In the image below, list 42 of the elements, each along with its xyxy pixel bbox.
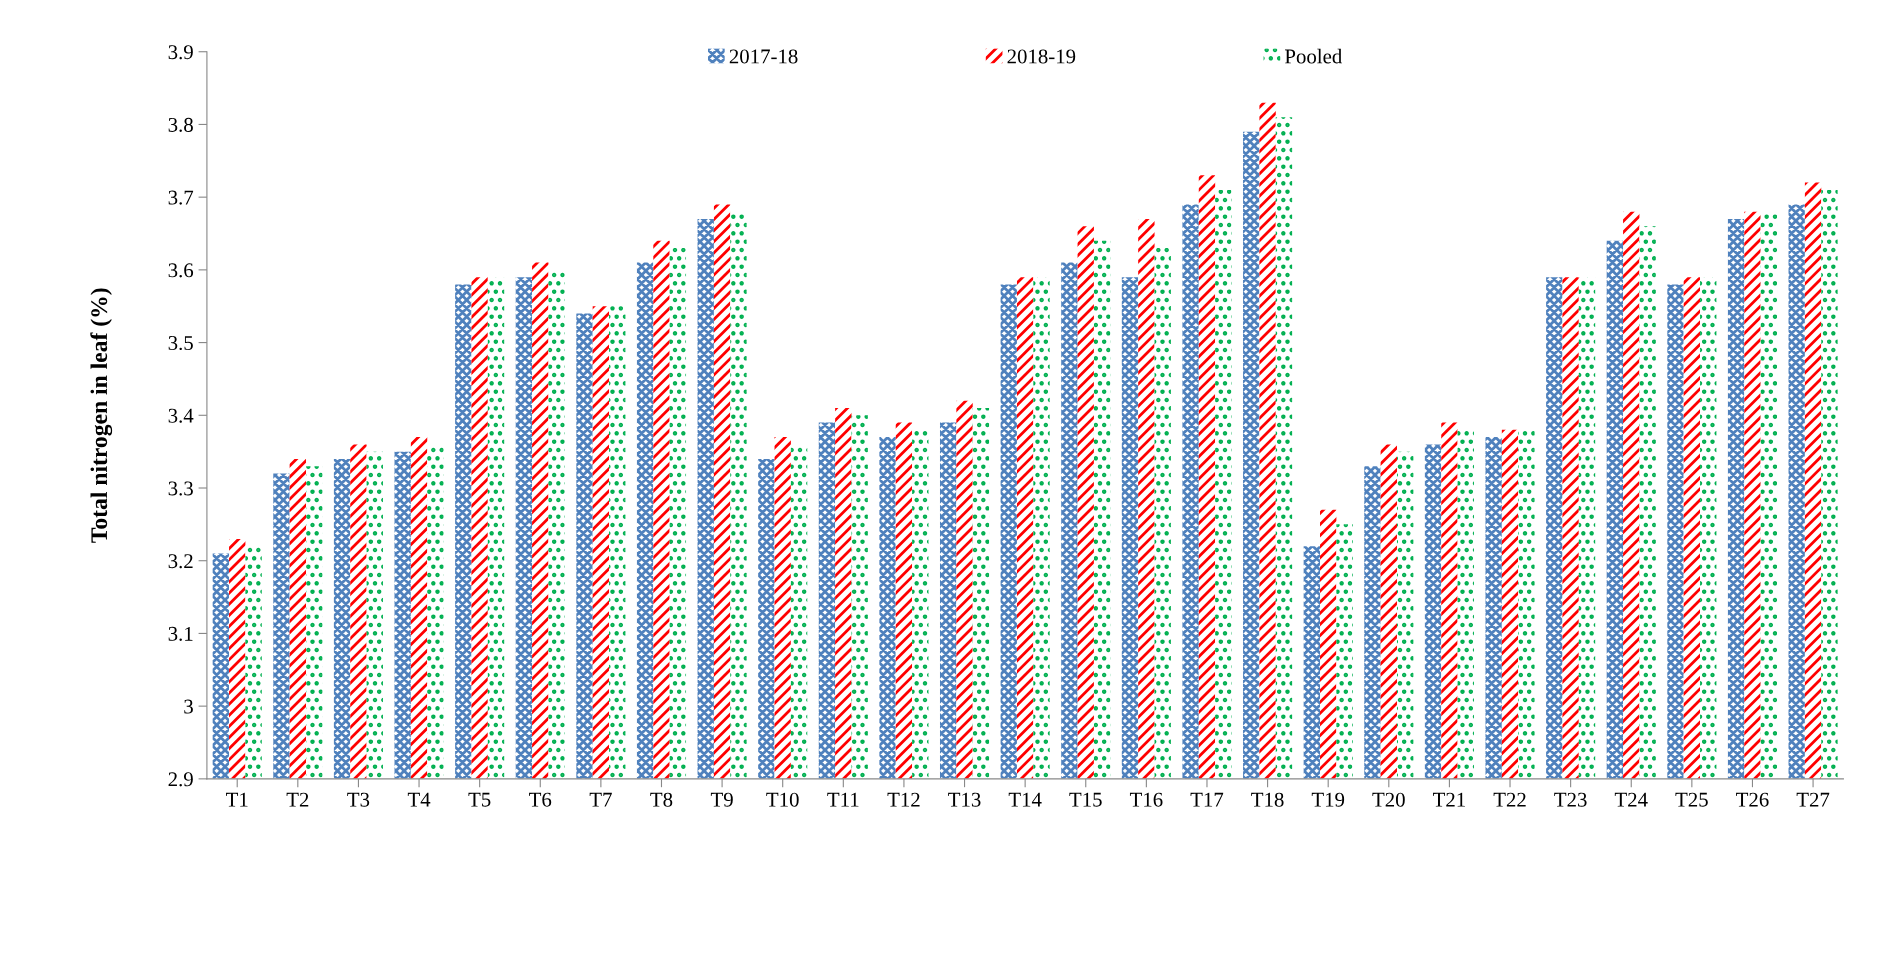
- x-tick-label: T5: [468, 792, 491, 807]
- x-tick-label: T14: [1008, 792, 1042, 807]
- legend-label: Pooled: [1285, 48, 1343, 64]
- legend-label: 2017-18: [729, 49, 798, 64]
- y-tick-label: 2.9: [168, 772, 193, 787]
- x-tick-label: T20: [1372, 792, 1405, 807]
- x-tick-label: T7: [589, 792, 612, 807]
- x-tick-label: T3: [347, 792, 370, 807]
- y-tick-label: 3.6: [168, 263, 194, 278]
- x-tick-label: T16: [1129, 792, 1163, 807]
- x-tick-label: T1: [226, 792, 248, 807]
- x-tick-label: T21: [1433, 792, 1465, 807]
- x-tick-label: T17: [1190, 792, 1224, 807]
- x-tick-label: T22: [1493, 792, 1526, 807]
- x-tick-label: T13: [948, 792, 981, 807]
- y-tick-label: 3.1: [168, 626, 193, 641]
- y-tick-label: 3.5: [168, 336, 193, 351]
- x-tick-label: T2: [286, 792, 309, 807]
- x-tick-label: T24: [1614, 792, 1648, 807]
- x-tick-label: T9: [710, 792, 733, 807]
- x-tick-label: T4: [407, 792, 431, 807]
- legend-label: 2018-19: [1007, 49, 1076, 64]
- x-tick-label: T12: [887, 792, 920, 807]
- y-tick-label: 3.3: [168, 481, 193, 496]
- y-tick-label: 3.4: [168, 408, 194, 423]
- x-tick-label: T8: [650, 792, 673, 807]
- x-tick-label: T10: [766, 792, 799, 807]
- x-tick-label: T6: [529, 792, 552, 807]
- y-tick-label: 3.7: [168, 190, 194, 205]
- y-tick-label: 3.9: [168, 45, 193, 60]
- x-tick-label: T26: [1736, 792, 1769, 807]
- y-tick-label: 3.2: [168, 554, 193, 569]
- x-tick-label: T15: [1069, 792, 1102, 807]
- y-tick-label: 3.8: [168, 117, 193, 132]
- y-axis-title: Total nitrogen in leaf (%): [90, 288, 113, 543]
- x-tick-label: T19: [1311, 792, 1345, 807]
- x-tick-label: T25: [1675, 792, 1708, 807]
- x-tick-label: T11: [827, 792, 859, 807]
- y-tick-label: 3: [184, 699, 193, 714]
- x-tick-label: T23: [1554, 792, 1587, 807]
- x-tick-label: T27: [1796, 792, 1830, 807]
- x-tick-label: T18: [1251, 792, 1284, 807]
